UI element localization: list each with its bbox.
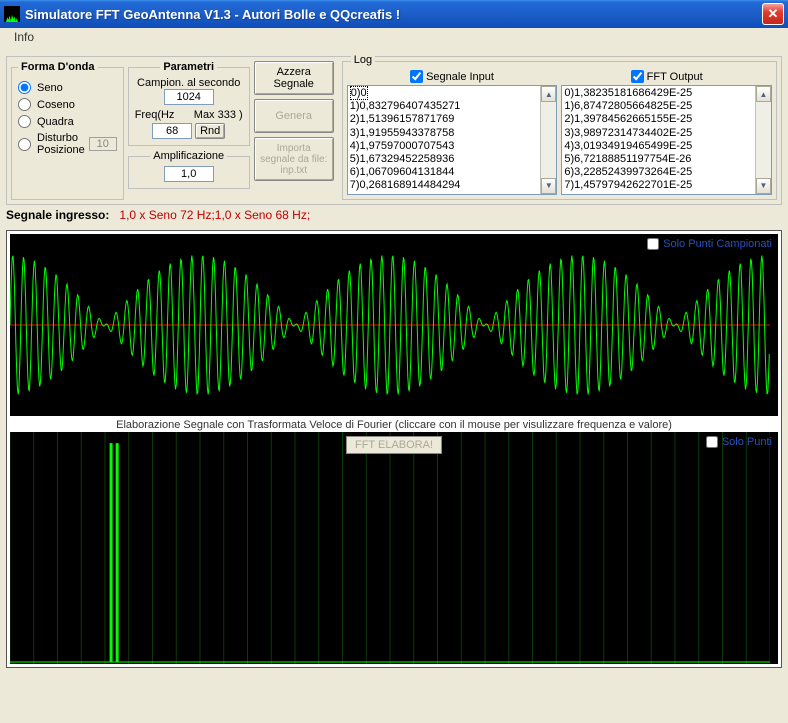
freq-input[interactable]: [152, 123, 192, 139]
list-item[interactable]: 2)1,39784562665155E-25: [564, 113, 769, 126]
output-listbox[interactable]: 0)1,38235181686429E-251)6,87472805664825…: [561, 85, 772, 195]
close-button[interactable]: ✕: [762, 3, 784, 25]
list-item[interactable]: 6)1,06709604131844: [350, 166, 555, 179]
forma-radio[interactable]: [18, 98, 31, 111]
app-icon: [4, 6, 20, 22]
signal-ingresso-value: 1,0 x Seno 72 Hz;1,0 x Seno 68 Hz;: [119, 208, 310, 222]
fft-output-checkbox[interactable]: [631, 70, 644, 83]
window-title: Simulatore FFT GeoAntenna V1.3 - Autori …: [25, 7, 762, 22]
forma-radio[interactable]: [18, 115, 31, 128]
list-item[interactable]: 5)6,72188851197754E-26: [564, 153, 769, 166]
solo-punti-label: Solo Punti: [722, 436, 772, 448]
fft-output-label: FFT Output: [647, 71, 703, 83]
controls-panel: Forma D'onda Seno Coseno Quadra DisturboPos…: [6, 56, 782, 205]
forma-option-coseno[interactable]: Coseno: [18, 98, 117, 111]
segnale-input-checkbox[interactable]: [410, 70, 423, 83]
amp-input[interactable]: [164, 166, 214, 182]
menubar: Info: [0, 28, 788, 50]
list-item[interactable]: 1)6,87472805664825E-25: [564, 100, 769, 113]
forma-radio[interactable]: [18, 81, 31, 94]
max-label: Max 333 ): [194, 109, 243, 121]
azzera-button[interactable]: Azzera Segnale: [254, 61, 334, 95]
output-scrollbar[interactable]: ▲ ▼: [755, 86, 771, 194]
list-item[interactable]: 7)0,268168914484294: [350, 179, 555, 192]
fft-chart[interactable]: FFT ELABORA! Solo Punti: [10, 432, 778, 664]
forma-radio[interactable]: [18, 138, 31, 151]
genera-button[interactable]: Genera: [254, 99, 334, 133]
posizione-input: [89, 137, 117, 151]
forma-legend: Forma D'onda: [18, 61, 98, 73]
forma-fieldset: Forma D'onda Seno Coseno Quadra DisturboPos…: [11, 61, 124, 200]
list-item[interactable]: 7)1,45797942622701E-25: [564, 179, 769, 192]
forma-label: Quadra: [37, 116, 74, 128]
amp-legend: Amplificazione: [150, 150, 227, 162]
titlebar: Simulatore FFT GeoAntenna V1.3 - Autori …: [0, 0, 788, 28]
scroll-up-icon[interactable]: ▲: [541, 86, 556, 102]
menu-info[interactable]: Info: [8, 28, 40, 46]
solo-punti-campionati-label: Solo Punti Campionati: [663, 238, 772, 250]
parametri-legend: Parametri: [160, 61, 217, 73]
forma-option-disturbo[interactable]: DisturboPosizione: [18, 132, 117, 156]
list-item[interactable]: 2)1,51396157871769: [350, 113, 555, 126]
log-fieldset: Log Segnale Input 0)01)0,832796407435271…: [342, 61, 777, 200]
rnd-button[interactable]: Rnd: [195, 123, 225, 139]
forma-label: Seno: [37, 82, 63, 94]
segnale-input-label: Segnale Input: [426, 71, 494, 83]
list-item[interactable]: 1)0,832796407435271: [350, 100, 555, 113]
list-item[interactable]: 0)0: [350, 86, 368, 100]
scroll-up-icon[interactable]: ▲: [756, 86, 771, 102]
disturbo-label: DisturboPosizione: [37, 132, 85, 156]
amp-fieldset: Amplificazione: [128, 150, 250, 189]
list-item[interactable]: 6)3,22852439973264E-25: [564, 166, 769, 179]
scroll-down-icon[interactable]: ▼: [541, 178, 556, 194]
chart-caption: Elaborazione Segnale con Trasformata Vel…: [10, 416, 778, 432]
forma-option-quadra[interactable]: Quadra: [18, 115, 117, 128]
input-listbox[interactable]: 0)01)0,8327964074352712)1,51396157871769…: [347, 85, 558, 195]
campion-input[interactable]: [164, 89, 214, 105]
parametri-fieldset: Parametri Campion. al secondo Freq(Hz Ma…: [128, 61, 250, 146]
list-item[interactable]: 3)3,98972314734402E-25: [564, 127, 769, 140]
importa-button: Importa segnale da file: inp.txt: [254, 137, 334, 181]
log-legend: Log: [351, 54, 375, 66]
forma-label: Coseno: [37, 99, 75, 111]
list-item[interactable]: 4)3,01934919465499E-25: [564, 140, 769, 153]
solo-punti-checkbox[interactable]: [706, 436, 718, 448]
signal-ingresso-line: Segnale ingresso: 1,0 x Seno 72 Hz;1,0 x…: [6, 208, 782, 222]
scroll-down-icon[interactable]: ▼: [756, 178, 771, 194]
list-item[interactable]: 5)1,67329452258936: [350, 153, 555, 166]
list-item[interactable]: 0)1,38235181686429E-25: [564, 87, 769, 100]
chart1-panel: Solo Punti Campionati Elaborazione Segna…: [6, 230, 782, 668]
freq-label: Freq(Hz: [135, 109, 175, 121]
waveform-chart[interactable]: Solo Punti Campionati: [10, 234, 778, 416]
list-item[interactable]: 4)1,97597000707543: [350, 140, 555, 153]
list-item[interactable]: 3)1,91955943378758: [350, 127, 555, 140]
forma-option-seno[interactable]: Seno: [18, 81, 117, 94]
solo-punti-campionati-checkbox[interactable]: [647, 238, 659, 250]
fft-elabora-button: FFT ELABORA!: [346, 436, 442, 454]
campion-label: Campion. al secondo: [135, 77, 243, 89]
input-scrollbar[interactable]: ▲ ▼: [540, 86, 556, 194]
signal-ingresso-label: Segnale ingresso:: [6, 208, 109, 222]
